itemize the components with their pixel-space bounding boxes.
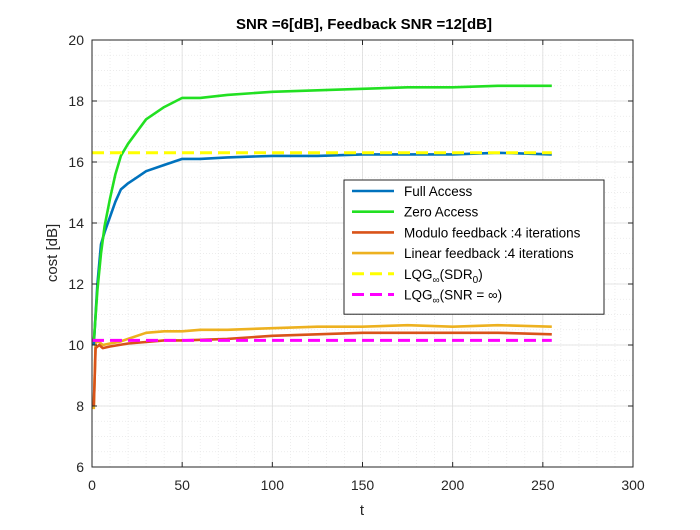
y-tick-label: 8: [76, 398, 84, 414]
series-line-0: [92, 151, 552, 346]
x-axis-label: t: [360, 502, 365, 519]
x-tick-label: 150: [351, 477, 375, 493]
series-line-3: [92, 323, 552, 410]
legend-box: [343, 179, 605, 315]
x-tick-label: 50: [174, 477, 190, 493]
legend-label: Full Access: [404, 184, 473, 199]
y-axis-label: cost [dB]: [44, 224, 61, 282]
y-tick-label: 18: [68, 93, 84, 109]
x-tick-label: 0: [88, 477, 96, 493]
y-tick-label: 14: [68, 215, 84, 231]
legend-label: LQG∞(SNR = ∞): [404, 288, 502, 307]
legend-label: Modulo feedback :4 iterations: [404, 225, 581, 240]
series-line-2: [92, 331, 552, 407]
chart-title: SNR =6[dB], Feedback SNR =12[dB]: [236, 16, 492, 33]
legend-label: Zero Access: [404, 205, 479, 220]
x-tick-label: 100: [261, 477, 285, 493]
y-tick-label: 10: [68, 337, 84, 353]
y-tick-label: 6: [76, 459, 84, 475]
tick-labels: 0 50 100 150 200 250 300 6 8 10 12 14 16 18 20: [68, 32, 644, 493]
x-tick-label: 250: [531, 477, 555, 493]
series-line-1: [92, 84, 552, 343]
legend: Full Access Zero Access Modulo feedback :4…: [343, 179, 605, 315]
y-tick-label: 16: [68, 154, 84, 170]
tick-marks: [91, 39, 634, 468]
series-lines: [92, 84, 552, 410]
y-tick-label: 12: [68, 276, 84, 292]
legend-label: Linear feedback :4 iterations: [404, 246, 574, 261]
legend-label: LQG∞(SDR0): [404, 267, 483, 286]
y-tick-label: 20: [68, 32, 84, 48]
x-tick-label: 200: [441, 477, 465, 493]
x-tick-label: 300: [621, 477, 645, 493]
